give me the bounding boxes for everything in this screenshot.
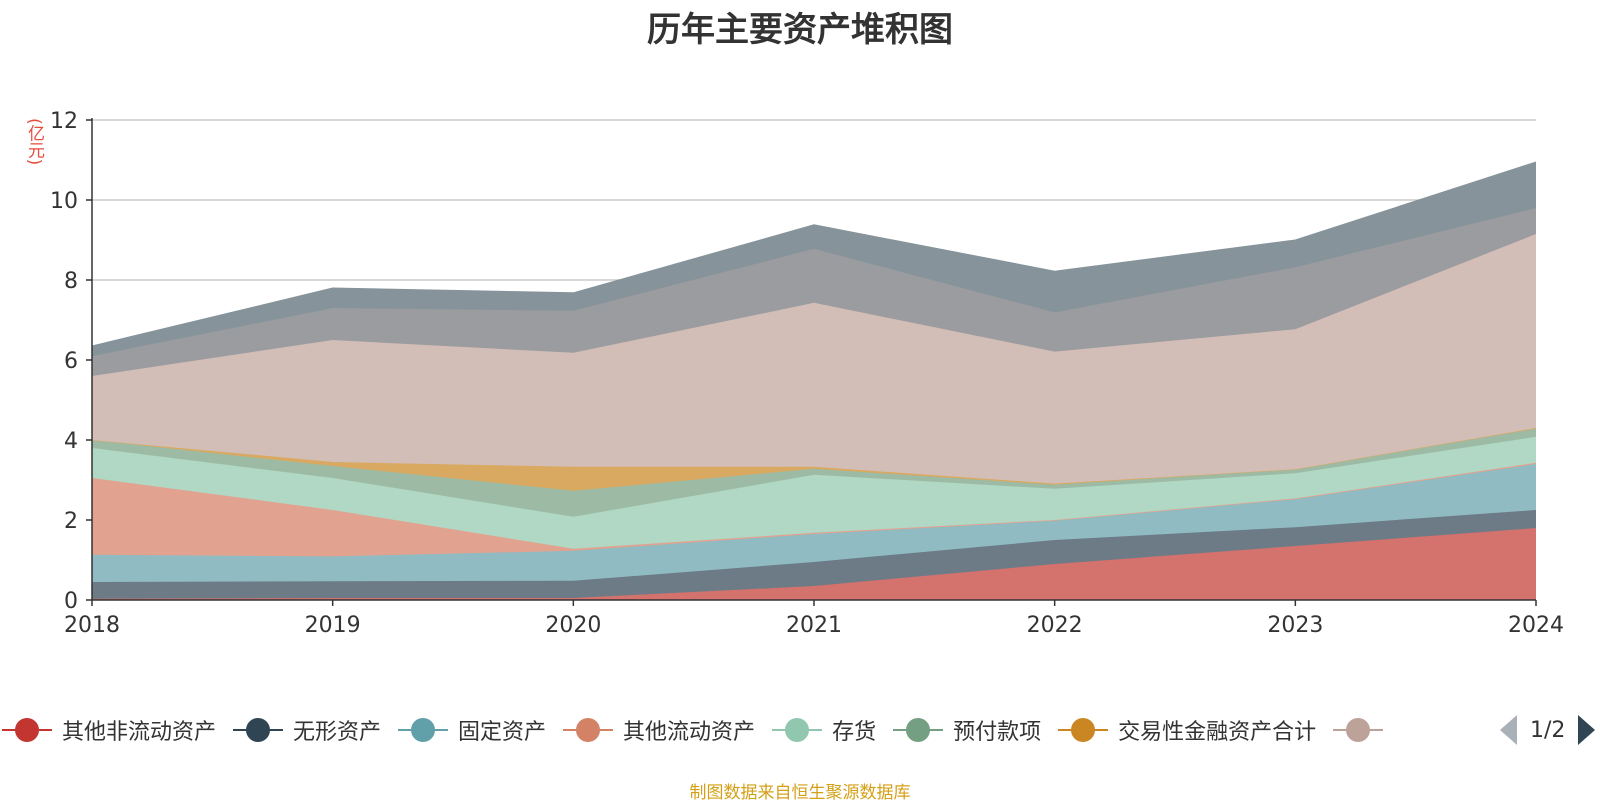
legend-item[interactable]: 存货	[772, 714, 876, 746]
y-tick-label: 4	[64, 429, 78, 454]
legend-label: 其他流动资产	[623, 720, 756, 745]
legend-item[interactable]: 其他流动资产	[563, 714, 755, 746]
legend-pager: 1/2	[1500, 715, 1596, 745]
legend-prev-page-icon[interactable]	[1500, 715, 1517, 745]
chart-title: 历年主要资产堆积图	[647, 10, 953, 50]
legend-label: 存货	[832, 720, 877, 745]
legend-circle-marker-icon	[2, 718, 52, 742]
legend-circle-marker-icon	[1333, 718, 1384, 742]
y-tick-label: 8	[64, 269, 78, 294]
area-line-9	[91, 161, 1537, 347]
x-tick-label: 2022	[1027, 613, 1083, 638]
y-axis-unit: (亿元)	[24, 118, 44, 166]
x-tick-label: 2021	[786, 613, 842, 638]
legend-label: 预付款项	[953, 720, 1042, 745]
area-series-2[interactable]	[92, 464, 1536, 582]
legend-circle-marker-icon	[398, 718, 449, 742]
legend-item[interactable]: 交易性金融资产合计	[1058, 714, 1316, 746]
legend-item[interactable]: 无形资产	[233, 714, 381, 746]
legend-item[interactable]: 其他非流动资产	[2, 714, 216, 746]
area-series-6[interactable]	[92, 428, 1536, 491]
legend-label: 无形资产	[293, 720, 382, 745]
area-series-3[interactable]	[92, 462, 1536, 557]
area-series-7[interactable]	[92, 234, 1536, 484]
legend-item[interactable]: 固定资产	[398, 714, 546, 746]
legend-circle-marker-icon	[233, 718, 284, 742]
y-tick-label: 6	[64, 349, 78, 374]
y-tick-label: 12	[50, 109, 78, 134]
x-tick-label: 2023	[1267, 613, 1323, 638]
area-series-8[interactable]	[92, 208, 1536, 376]
y-tick-label: 2	[64, 509, 78, 534]
series-areas	[91, 161, 1537, 600]
legend-circle-marker-icon	[772, 718, 823, 742]
legend: 其他非流动资产 无形资产 固定资产 其他流动资产 存货 预付款项 交易性金融资产合计	[0, 710, 1600, 750]
legend-item[interactable]	[1333, 718, 1384, 742]
area-series-5[interactable]	[92, 428, 1536, 517]
legend-next-page-icon[interactable]	[1578, 715, 1596, 745]
tick-labels: 0 2 4 6 8 10 12 2018 2019 2020 2021 2022 2023 2024	[50, 109, 1564, 638]
area-series-9[interactable]	[92, 162, 1536, 356]
x-tick-label: 2018	[64, 613, 120, 638]
data-source-note: 制图数据来自恒生聚源数据库	[689, 783, 911, 803]
stacked-area-chart: 0 2 4 6 8 10 12 2018 2019 2020 2021 2022 2023 2024	[50, 109, 1564, 638]
x-tick-label: 2020	[545, 613, 601, 638]
legend-circle-marker-icon	[1058, 718, 1109, 742]
legend-label: 其他非流动资产	[62, 720, 217, 745]
x-tick-label: 2019	[305, 613, 361, 638]
legend-label: 交易性金融资产合计	[1118, 720, 1317, 745]
axes	[86, 118, 1537, 606]
legend-circle-marker-icon	[893, 718, 944, 742]
area-series-4[interactable]	[92, 436, 1536, 549]
legend-circle-marker-icon	[563, 718, 614, 742]
x-tick-label: 2024	[1508, 613, 1564, 638]
area-series-0[interactable]	[92, 528, 1536, 600]
area-series-1[interactable]	[92, 510, 1536, 599]
legend-item[interactable]: 预付款项	[893, 714, 1041, 746]
y-tick-label: 10	[50, 189, 78, 214]
legend-label: 固定资产	[458, 720, 547, 745]
y-tick-label: 0	[64, 589, 78, 614]
legend-page-indicator: 1/2	[1530, 717, 1566, 743]
